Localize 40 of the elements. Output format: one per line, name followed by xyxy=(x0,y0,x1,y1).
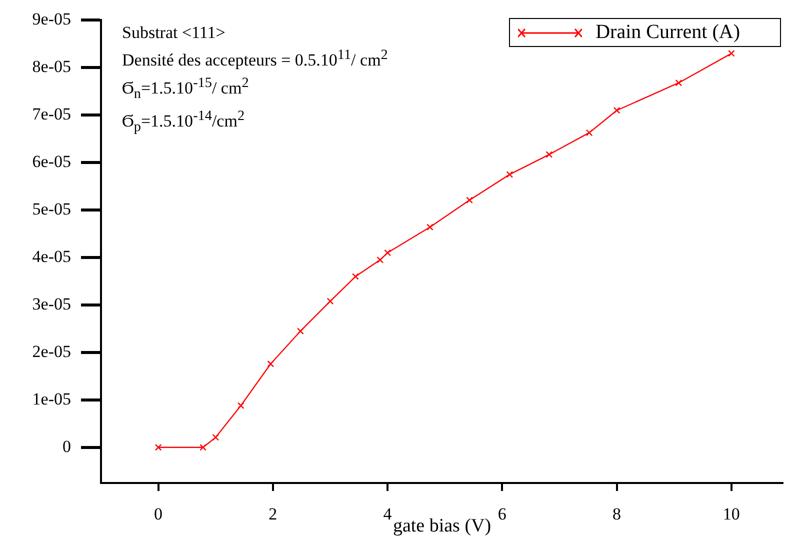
y-tick-label: 7e-05 xyxy=(32,104,71,124)
point xyxy=(384,249,391,256)
y-tick-label: 3e-05 xyxy=(32,294,71,314)
annotation: Substrat <111> xyxy=(122,22,226,44)
y-tick-label: 2e-05 xyxy=(32,342,71,361)
annotation: Densité des accepteurs = 0.5.10$^{11}$/ cm$^{2}$ xyxy=(122,46,388,72)
y-tick-label: 9e-05 xyxy=(32,10,71,29)
point xyxy=(237,402,244,410)
point xyxy=(267,360,274,368)
annotation: Ϭ$_{p}$=1.5.10$^{-14}$/cm$^{2}$ xyxy=(122,106,246,137)
point xyxy=(546,151,553,158)
point xyxy=(297,328,304,335)
x-tick-label: 2 xyxy=(268,504,278,524)
x-tick-label: 6 xyxy=(498,504,506,524)
point xyxy=(154,444,162,451)
point xyxy=(352,273,359,280)
y-tick-label: 5e-05 xyxy=(32,200,71,219)
x-axis-title: gate bias (V) xyxy=(392,516,492,537)
y-tick-label: 8e-05 xyxy=(32,57,71,76)
y-tick-label: 1e-05 xyxy=(32,389,71,408)
point xyxy=(675,79,682,86)
annotation: Ϭ$_{n}$=1.5.10$^{-15}$/ cm$^{2}$ xyxy=(122,74,250,104)
y-tick-label: 6e-05 xyxy=(32,152,71,172)
x-tick-label: 10 xyxy=(722,504,740,524)
point xyxy=(200,444,206,451)
x-tick-label: 8 xyxy=(612,504,622,524)
point xyxy=(376,256,384,264)
point xyxy=(466,196,473,204)
point xyxy=(613,106,620,114)
point xyxy=(586,129,593,136)
legend-label: Drain Current (A) xyxy=(596,21,740,44)
point xyxy=(426,224,434,231)
y-tick-label: 4e-05 xyxy=(32,247,71,266)
point xyxy=(212,434,220,441)
x-tick-label: 4 xyxy=(383,504,392,524)
point xyxy=(326,298,334,305)
point xyxy=(728,50,735,57)
x-tick-label: 0 xyxy=(154,504,163,524)
y-tick-label: 0 xyxy=(62,436,71,456)
point xyxy=(506,171,514,178)
